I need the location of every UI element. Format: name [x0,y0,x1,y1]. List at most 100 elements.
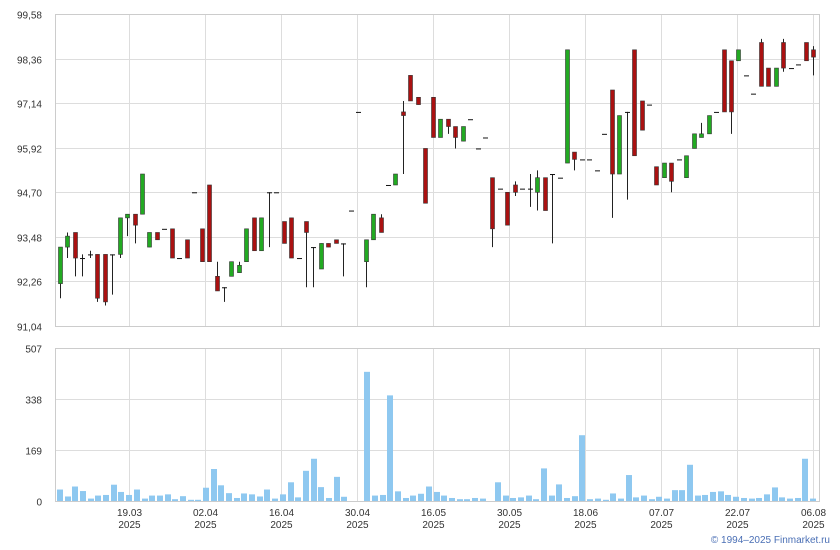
date-tick-year: 2025 [194,520,217,531]
candle [774,67,779,87]
candle [535,170,540,211]
candle-body [446,118,451,127]
volume-bar [272,498,278,501]
volume-bar [649,499,655,501]
candle [498,188,503,190]
volume-bar [126,494,132,501]
candle-body [766,67,771,87]
date-tick-label: 16.05 [421,508,446,519]
candle-body [736,49,741,62]
candle-body [654,166,659,186]
volume-bar [65,496,71,501]
candle-body [699,133,704,138]
candle [215,261,220,292]
candle-body [215,276,220,292]
price-tick-label: 97,14 [17,100,42,111]
candle [207,184,212,263]
candle [513,181,518,196]
date-tick-label: 06.08 [801,508,826,519]
candle [766,67,771,87]
volume-bar [418,493,424,501]
candle-body [95,254,100,299]
candle-body [259,217,264,252]
candle [229,261,234,277]
candle-body [811,49,816,58]
candle [461,126,466,142]
candle-body [147,232,152,248]
volume-bar [610,493,616,501]
candle-body [140,173,145,215]
volume-bar [295,497,301,501]
volume-bar [626,475,632,501]
candle [543,177,548,211]
candle-body [408,75,413,102]
candle [625,111,630,200]
volume-bar [149,495,155,501]
copyright-text[interactable]: © 1994–2025 Finmarket.ru [710,535,830,546]
candle-body [282,221,287,244]
candle [595,170,600,172]
volume-bar [157,495,163,501]
candle-body [804,42,809,62]
candle [572,151,577,171]
candle [640,100,645,131]
volume-bar [195,499,201,501]
candle [118,217,123,259]
candle-body [438,118,443,138]
candle [170,228,175,259]
candle [356,111,361,113]
candle [692,133,697,149]
candle [259,217,264,252]
candle-body [461,126,466,142]
candle [468,119,473,121]
date-tick-year: 2025 [498,520,521,531]
candle [610,89,615,218]
volume-bar [241,493,247,501]
volume-bar [526,495,532,501]
price-axis: 91,04 92,26 93,48 94,70 95,92 97,14 98,36 99,58 [17,11,42,334]
candle [185,239,190,259]
candle-body [379,217,384,233]
candle [393,173,398,186]
candle [274,192,279,194]
candle [222,287,227,302]
volume-bar [641,495,647,501]
candle [408,75,413,102]
candle-body [65,235,70,248]
candle [200,228,205,263]
volume-bar [464,499,470,501]
volume-bar [725,494,731,501]
date-tick-label: 18.06 [573,508,598,519]
volume-bar [595,498,601,501]
volume-bar [810,498,816,501]
price-tick-label: 99,58 [17,11,42,22]
candle [244,228,249,263]
candle [796,64,801,66]
candle [95,254,100,302]
date-tick-year: 2025 [346,520,369,531]
volume-bar [503,495,509,501]
candle [297,258,302,260]
candle-body [334,239,339,244]
volume-bar [718,491,724,501]
volume-bar [134,489,140,501]
volume-bar [756,497,762,501]
volume-bar [587,499,593,501]
candle-body [371,213,376,241]
candle-body [505,191,510,226]
volume-bar [326,497,332,501]
candle [125,213,130,237]
volume-bars [57,371,816,501]
candle [789,68,794,70]
volume-bar [426,486,432,501]
candle [140,173,145,215]
volume-bar [203,487,209,501]
volume-bar [541,468,547,501]
volume-bar [72,486,78,501]
candle-body [304,221,309,233]
candle [520,188,525,190]
candle-body [707,115,712,135]
volume-bar [764,494,770,501]
candle [647,104,652,106]
candle [289,217,294,259]
